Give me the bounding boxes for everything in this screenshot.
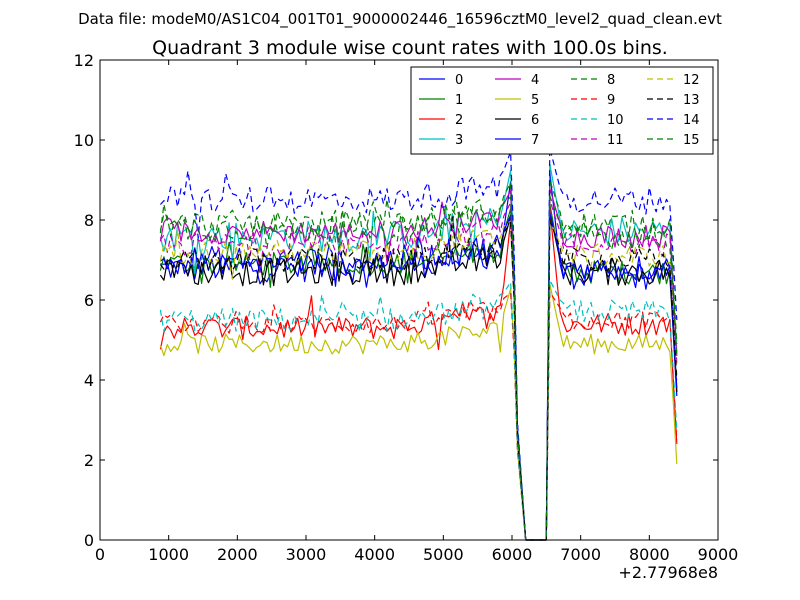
legend-label-15: 15 [683,133,700,148]
x-tick-label: 0 [95,545,105,564]
chart-title: Quadrant 3 module wise count rates with … [152,37,668,59]
legend-label-2: 2 [455,113,463,128]
legend-label-9: 9 [607,93,615,108]
legend-label-4: 4 [531,73,539,88]
series-line-9 [159,291,678,541]
legend-label-6: 6 [531,113,539,128]
y-tick-label: 4 [84,371,94,390]
x-tick-label: 7000 [560,545,601,564]
x-tick-label: 6000 [492,545,533,564]
series-line-2 [159,207,678,541]
chart-suptitle: Data file: modeM0/AS1C04_001T01_90000024… [78,10,722,29]
series-line-12 [159,219,678,541]
series-layer [159,147,678,541]
series-line-14 [159,147,678,541]
y-tick-label: 8 [84,211,94,230]
series-line-3 [159,163,678,541]
series-line-7 [160,211,678,541]
series-line-13 [159,216,678,541]
legend-label-1: 1 [455,93,463,108]
y-tick-label: 0 [84,531,94,550]
x-tick-label: 5000 [423,545,464,564]
y-tick-label: 2 [84,451,94,470]
x-axis-offset-label: +2.77968e8 [618,563,718,582]
series-line-15 [159,195,678,541]
legend-label-12: 12 [683,73,700,88]
x-tick-label: 3000 [286,545,327,564]
x-tick-label: 2000 [217,545,258,564]
series-line-11 [159,199,678,541]
legend-label-11: 11 [607,133,624,148]
y-tick-label: 12 [74,51,94,70]
series-line-5 [159,283,678,541]
y-tick-label: 6 [84,291,94,310]
axes-layer: 0 1000 2000 3000 4000 5000 6000 7000 8000 9000 0 2 4… [74,51,739,564]
legend-label-0: 0 [455,73,463,88]
legend-label-10: 10 [607,113,624,128]
legend-box [410,66,714,155]
legend-label-3: 3 [455,133,463,148]
x-tick-label: 1000 [148,545,189,564]
legend-label-14: 14 [683,113,700,128]
series-line-10 [159,279,678,541]
series-line-8 [159,179,678,541]
y-tick-label: 10 [74,131,94,150]
legend-label-13: 13 [683,93,700,108]
x-tick-label: 8000 [629,545,670,564]
x-tick-label: 9000 [698,545,739,564]
legend-label-5: 5 [531,93,539,108]
legend-label-8: 8 [607,73,615,88]
legend-label-7: 7 [531,133,539,148]
x-tick-label: 4000 [354,545,395,564]
